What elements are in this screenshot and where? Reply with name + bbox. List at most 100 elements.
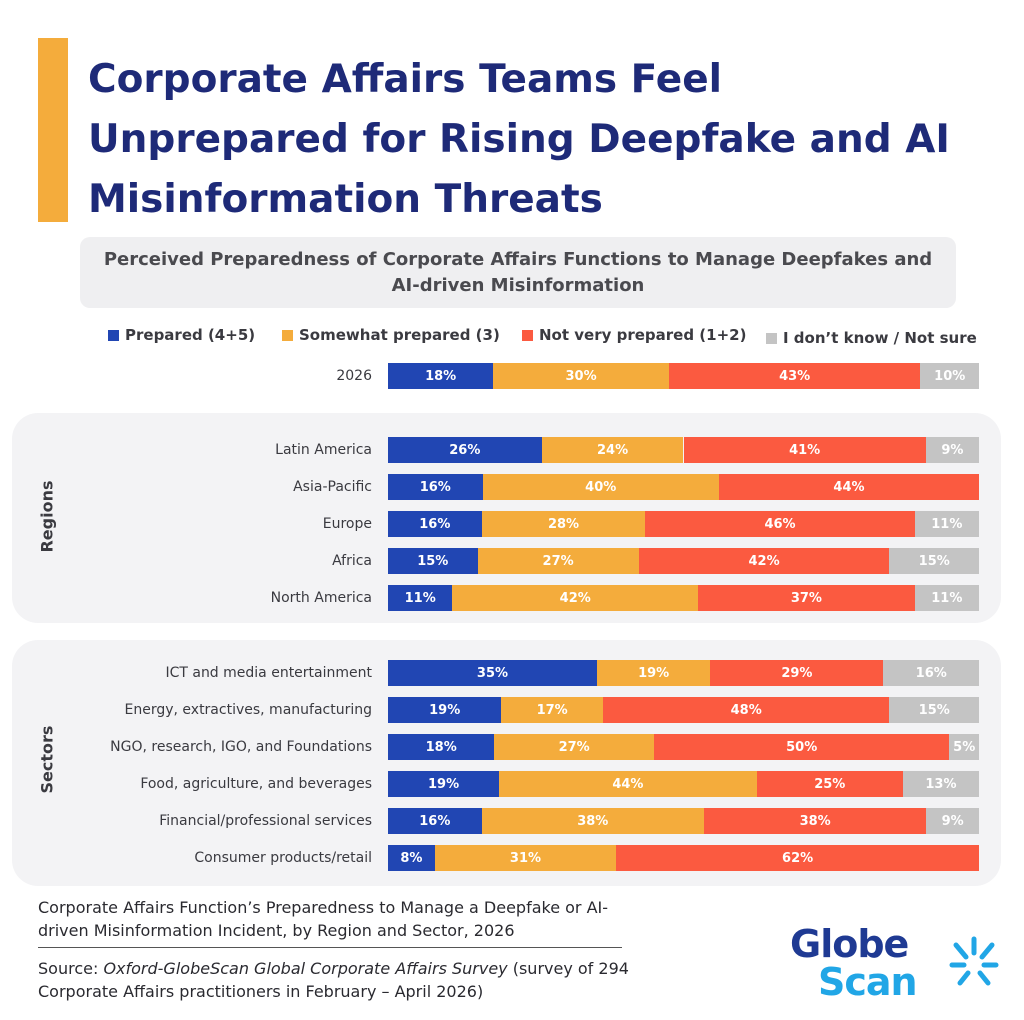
data-label: 16% <box>915 665 947 681</box>
bar-segment-somewhat: 17% <box>501 697 603 723</box>
bar-segment-somewhat: 42% <box>452 585 699 611</box>
data-label: 15% <box>918 553 950 569</box>
data-label: 44% <box>612 776 644 792</box>
bar-segment-not-very: 37% <box>698 585 915 611</box>
data-label: 11% <box>931 590 963 606</box>
data-label: 31% <box>509 850 542 866</box>
group-label-sectors: Sectors <box>37 725 57 794</box>
data-label: 16% <box>419 813 451 829</box>
bar-segment-dont-know: 5% <box>949 734 979 760</box>
data-label: 62% <box>782 850 814 866</box>
row-label-latin-america: Latin America <box>275 442 372 458</box>
data-label: 18% <box>425 739 457 755</box>
row-label-consumer-products-retail: Consumer products/retail <box>194 850 372 866</box>
legend-item-prepared: Prepared (4+5) <box>108 326 255 344</box>
bar-segment-not-very: 50% <box>653 734 950 760</box>
bar-segment-not-very: 43% <box>668 363 921 389</box>
bar-row-food-agriculture-and-beverages: 19% 44% 25% 13% <box>388 771 979 797</box>
data-label: 24% <box>597 442 629 458</box>
bar-segment-dont-know: 15% <box>889 697 979 723</box>
starburst-icon <box>949 936 999 986</box>
bar-segment-prepared: 16% <box>388 808 482 834</box>
bar-segment-dont-know: 9% <box>926 808 979 834</box>
chart-title: Perceived Preparedness of Corporate Affa… <box>103 248 933 296</box>
data-label: 29% <box>781 665 813 681</box>
data-label: 30% <box>565 368 597 384</box>
data-label: 13% <box>925 776 957 792</box>
source-suffix: (survey of 294 Corporate Affairs practit… <box>38 959 629 1001</box>
row-label-energy-extractives-manufacturing: Energy, extractives, manufacturing <box>124 702 373 718</box>
bar-row-north-america: 11% 42% 37% 11% <box>388 585 979 611</box>
bar-row-consumer-products-retail: 8% 31% 62% <box>388 845 979 871</box>
data-label: 10% <box>934 368 966 384</box>
bar-row-financial-professional-services: 16% 38% 38% 9% <box>388 808 979 834</box>
group-label-regions: Regions <box>37 480 57 553</box>
legend-item-not-very: Not very prepared (1+2) <box>522 326 746 344</box>
data-label: 19% <box>429 702 461 718</box>
data-label: 19% <box>428 776 460 792</box>
bar-segment-somewhat: 28% <box>481 511 646 537</box>
footnote-divider <box>38 947 622 948</box>
data-label: 38% <box>799 813 831 829</box>
bar-segment-prepared: 11% <box>388 585 453 611</box>
bar-segment-not-very: 42% <box>638 548 890 574</box>
chart-title-box: Perceived Preparedness of Corporate Affa… <box>80 237 956 308</box>
bar-row-latin-america: 26% 24% 41% 9% <box>388 437 979 463</box>
bar-segment-somewhat: 31% <box>434 845 617 871</box>
row-label-europe: Europe <box>322 516 372 532</box>
row-label-africa: Africa <box>332 553 372 569</box>
bar-segment-dont-know: 15% <box>889 548 979 574</box>
data-label: 41% <box>789 442 821 458</box>
data-label: 43% <box>779 368 811 384</box>
data-label: 8% <box>400 850 423 866</box>
bar-segment-dont-know: 10% <box>920 363 979 389</box>
row-label-asia-pacific: Asia-Pacific <box>293 479 372 495</box>
bar-row-energy-extractives-manufacturing: 19% 17% 48% 15% <box>388 697 979 723</box>
bar-row-africa: 15% 27% 42% 15% <box>388 548 979 574</box>
bar-row-ict-and-media-entertainment: 35% 19% 29% 16% <box>388 660 979 686</box>
bar-segment-somewhat: 27% <box>494 734 654 760</box>
data-label: 16% <box>419 479 451 495</box>
bar-segment-somewhat: 27% <box>477 548 639 574</box>
bar-row-ngo-research-igo-and-foundations: 18% 27% 50% 5% <box>388 734 979 760</box>
data-label: 37% <box>790 590 822 606</box>
bar-segment-not-very: 38% <box>703 808 927 834</box>
data-label: 27% <box>558 739 590 755</box>
bar-segment-dont-know: 9% <box>925 437 979 463</box>
legend-swatch-prepared <box>108 329 119 341</box>
bar-segment-prepared: 26% <box>388 437 542 463</box>
bar-segment-somewhat: 24% <box>541 437 684 463</box>
chart-footnote: Corporate Affairs Function’s Preparednes… <box>38 898 609 940</box>
bar-segment-somewhat: 30% <box>493 363 669 389</box>
legend-swatch-somewhat <box>282 329 293 341</box>
data-label: 27% <box>542 553 574 569</box>
bar-segment-not-very: 41% <box>683 437 926 463</box>
chart-legend: Prepared (4+5) Somewhat prepared (3) Not… <box>108 326 998 352</box>
bar-row-2026: 18% 30% 43% 10% <box>388 363 979 389</box>
bar-row-europe: 16% 28% 46% 11% <box>388 511 979 537</box>
data-label: 19% <box>638 665 670 681</box>
data-label: 15% <box>918 702 950 718</box>
legend-item-dont-know: I don’t know / Not sure <box>766 329 977 347</box>
bar-segment-not-very: 62% <box>616 845 979 871</box>
bar-segment-prepared: 18% <box>388 734 495 760</box>
bar-segment-not-very: 46% <box>645 511 915 537</box>
logo-text-globe: Globe <box>790 922 909 966</box>
legend-label-prepared: Prepared (4+5) <box>125 326 256 344</box>
bar-segment-not-very: 48% <box>602 697 890 723</box>
data-label: 38% <box>577 813 609 829</box>
legend-label-somewhat: Somewhat prepared (3) <box>299 326 500 344</box>
bar-segment-prepared: 18% <box>388 363 494 389</box>
bar-segment-prepared: 8% <box>388 845 435 871</box>
bar-segment-somewhat: 38% <box>481 808 704 834</box>
data-label: 42% <box>748 553 780 569</box>
data-label: 9% <box>941 442 964 458</box>
legend-item-somewhat: Somewhat prepared (3) <box>282 326 500 344</box>
data-label: 44% <box>833 479 865 495</box>
bar-segment-prepared: 16% <box>388 474 483 500</box>
row-label-ngo-research-igo-and-foundations: NGO, research, IGO, and Foundations <box>110 739 372 755</box>
data-label: 15% <box>417 553 449 569</box>
row-label-2026: 2026 <box>336 368 372 384</box>
bar-row-asia-pacific: 16% 40% 44% <box>388 474 979 500</box>
data-label: 11% <box>931 516 963 532</box>
